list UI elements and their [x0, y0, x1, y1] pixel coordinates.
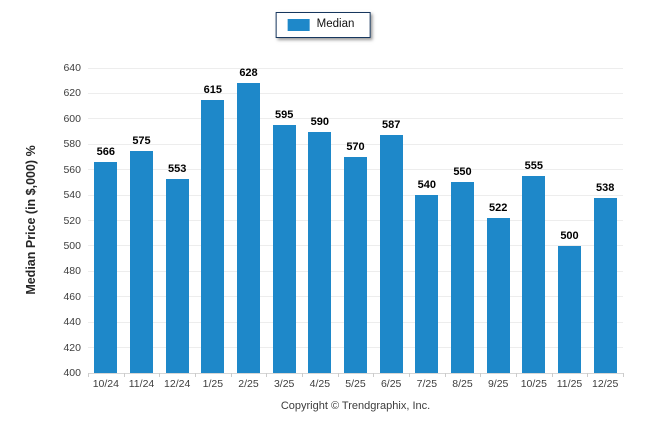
bar-value-label-10/25: 555	[524, 160, 543, 173]
bar-value-label-5/25: 570	[346, 140, 365, 153]
y-tick-label-560: 560	[63, 163, 81, 176]
y-tick-label-480: 480	[63, 265, 81, 278]
plot-area: 566 575 553 615 628 595 590 570 587 540 550 522 555 5…	[88, 67, 624, 377]
bar-12/25	[593, 197, 617, 373]
x-axis-tick	[480, 373, 482, 377]
bar-value-label-7/25: 540	[417, 179, 436, 192]
gridline-620	[88, 92, 623, 94]
bar-12/24	[165, 178, 189, 373]
bar-11/24	[130, 150, 153, 373]
bar-11/25	[558, 245, 581, 373]
y-tick-label-400: 400	[63, 367, 81, 379]
x-tick-label-9/25: 9/25	[487, 378, 509, 390]
x-tick-label-4/25: 4/25	[309, 378, 331, 390]
x-axis-tick	[623, 373, 624, 377]
x-axis-tick	[409, 373, 410, 377]
x-axis-tick	[587, 373, 589, 377]
y-axis-tick-labels: 400 420 440 460 480 500 520 540 560 580 600 620 640	[0, 0, 81, 434]
gridline-640	[88, 67, 623, 69]
bar-value-label-8/25: 550	[453, 166, 472, 179]
x-axis-tick	[444, 373, 446, 377]
y-tick-label-640: 640	[63, 62, 81, 74]
bar-value-label-1/25: 615	[203, 83, 222, 96]
x-tick-label-1/25: 1/25	[202, 378, 224, 390]
x-axis-tick	[230, 373, 232, 377]
bar-value-label-6/25: 587	[381, 119, 401, 132]
bar-value-label-12/25: 538	[595, 181, 615, 194]
y-tick-label-540: 540	[63, 189, 81, 202]
x-axis-tick	[159, 373, 161, 377]
bar-value-label-11/25: 500	[560, 229, 579, 242]
x-tick-label-8/25: 8/25	[452, 378, 473, 390]
x-axis-tick	[266, 373, 268, 377]
x-axis-tick	[302, 373, 303, 377]
y-tick-label-460: 460	[63, 290, 81, 303]
bar-value-label-3/25: 595	[274, 109, 294, 122]
x-tick-label-3/25: 3/25	[273, 378, 295, 390]
bar-value-label-12/24: 553	[167, 162, 187, 175]
copyright-text: Copyright © Trendgraphix, Inc.	[280, 400, 431, 412]
x-axis-tick-labels: 10/24 11/24 12/24 1/25 2/25 3/25 4/25 5/25 6/25 7…	[88, 379, 623, 393]
bar-9/25	[486, 217, 510, 373]
bar-value-label-4/25: 590	[310, 115, 329, 128]
gridline-400	[88, 372, 623, 374]
bar-10/24	[94, 162, 118, 373]
bar-5/25	[344, 156, 367, 373]
legend-swatch-median	[287, 19, 310, 31]
y-tick-label-440: 440	[63, 316, 81, 329]
x-axis-tick	[516, 373, 517, 377]
bar-1/25	[201, 99, 225, 373]
bar-3/25	[272, 125, 296, 373]
legend-label-median: Median	[316, 18, 355, 31]
chart-legend: Median	[275, 12, 371, 38]
x-tick-label-10/25: 10/25	[520, 378, 547, 390]
y-tick-label-420: 420	[63, 341, 81, 354]
x-tick-label-12/24: 12/24	[164, 378, 191, 390]
x-tick-label-10/24: 10/24	[92, 378, 119, 390]
x-tick-label-7/25: 7/25	[416, 378, 438, 390]
bar-6/25	[379, 135, 403, 373]
x-axis-tick	[123, 373, 125, 377]
y-tick-label-620: 620	[63, 87, 81, 100]
bar-value-label-11/24: 575	[132, 134, 151, 147]
bar-2/25	[237, 83, 260, 373]
bar-10/25	[522, 176, 546, 373]
bar-7/25	[415, 195, 439, 373]
gridline-580	[88, 143, 623, 145]
x-tick-label-5/25: 5/25	[345, 378, 366, 390]
x-tick-label-12/25: 12/25	[592, 378, 619, 390]
bar-8/25	[451, 182, 474, 373]
x-axis-tick	[195, 373, 196, 377]
x-axis-tick	[337, 373, 339, 377]
x-tick-label-6/25: 6/25	[380, 378, 402, 390]
x-tick-label-11/24: 11/24	[128, 378, 155, 390]
x-axis-tick	[88, 373, 89, 377]
x-tick-label-11/25: 11/25	[556, 378, 583, 390]
y-tick-label-520: 520	[63, 214, 81, 227]
bar-value-label-9/25: 522	[488, 201, 508, 214]
y-tick-label-500: 500	[63, 239, 81, 252]
gridline-600	[88, 118, 623, 120]
y-tick-label-600: 600	[63, 112, 81, 125]
y-tick-label-580: 580	[63, 138, 81, 151]
bar-4/25	[308, 131, 332, 373]
x-axis-tick	[551, 373, 553, 377]
x-tick-label-2/25: 2/25	[238, 378, 259, 390]
bar-value-label-10/24: 566	[96, 146, 116, 159]
x-axis-tick	[373, 373, 375, 377]
bar-value-label-2/25: 628	[239, 67, 258, 80]
